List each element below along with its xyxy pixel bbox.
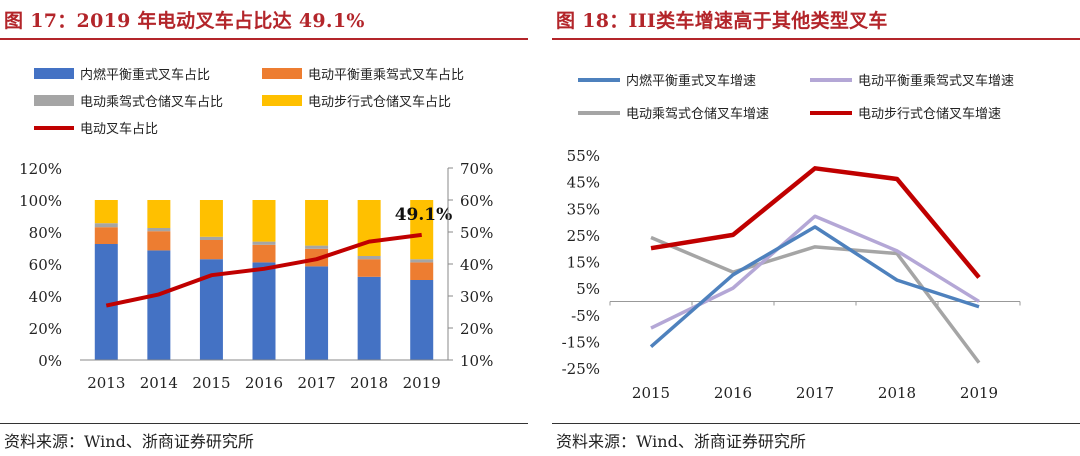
right-tick-label: 10% [460, 352, 493, 370]
legend-label: 内燃平衡重式叉车增速 [626, 73, 756, 89]
bar-segment-2014-3 [147, 200, 171, 228]
y-tick-label: 55% [567, 147, 600, 165]
legend-label: 电动步行式仓储叉车增速 [858, 106, 1001, 122]
bar-segment-2018-2 [357, 256, 381, 260]
y-tick-label: 45% [567, 174, 600, 192]
right-tick-label: 50% [460, 224, 493, 242]
bar-segment-2013-3 [94, 200, 118, 224]
bar-segment-2018-1 [357, 259, 381, 277]
right-tick-label: 20% [460, 320, 493, 338]
x-tick-label: 2013 [87, 374, 125, 392]
chart-panel-electric-share: 图 17：2019 年电动叉车占比达 49.1% 内燃平衡重式叉车占比 电动平衡重… [0, 0, 528, 456]
right-tick-label: 70% [460, 160, 493, 178]
bar-segment-2016-2 [252, 241, 276, 245]
bar-segment-2015-3 [199, 200, 223, 237]
x-tick-label: 2018 [350, 374, 388, 392]
bar-segment-2013-2 [94, 223, 118, 228]
legend-swatch-series-0 [34, 68, 74, 79]
title-rule [552, 38, 1080, 40]
legend-label: 电动乘驾式仓储叉车增速 [626, 106, 769, 122]
bar-segment-2019-0 [410, 280, 434, 360]
left-tick-label: 80% [29, 224, 62, 242]
right-tick-label: 60% [460, 192, 493, 210]
chart-panel-growth: 图 18：III类车增速高于其他类型叉车 内燃平衡重式叉车增速 电动平衡重乘驾式叉… [552, 0, 1080, 456]
right-tick-label: 40% [460, 256, 493, 274]
bar-segment-2016-1 [252, 244, 276, 263]
bar-segment-2018-0 [357, 276, 381, 360]
source-rule [0, 423, 528, 424]
legend-swatch-series-2 [34, 95, 74, 106]
chart-title: 图 18：III类车增速高于其他类型叉车 [556, 10, 888, 32]
legend-label: 电动步行式仓储叉车占比 [308, 94, 451, 110]
legend-label: 电动叉车占比 [80, 121, 158, 137]
legend-label: 电动平衡重乘驾式叉车增速 [858, 73, 1014, 89]
legend-swatch-series-1 [262, 68, 302, 79]
bar-segment-2015-0 [199, 259, 223, 360]
bar-segment-2014-0 [147, 250, 171, 360]
line-series-0 [649, 225, 980, 349]
bar-segment-2019-1 [410, 262, 434, 280]
bar-segment-2014-2 [147, 228, 171, 232]
line-series-1 [650, 214, 980, 330]
source-rule [552, 423, 1080, 424]
chart-title: 图 17：2019 年电动叉车占比达 49.1% [4, 10, 365, 32]
left-tick-label: 120% [19, 160, 62, 178]
y-tick-label: 15% [567, 254, 600, 272]
bar-segment-2017-0 [305, 266, 329, 360]
line-electric-share [105, 232, 422, 308]
left-tick-label: 0% [38, 352, 62, 370]
title-rule [0, 38, 528, 40]
y-tick-label: -25% [562, 360, 600, 378]
y-tick-label: -5% [571, 307, 600, 325]
x-tick-label: 2017 [796, 384, 834, 402]
x-tick-label: 2014 [140, 374, 178, 392]
y-tick-label: 35% [567, 200, 600, 218]
x-tick-label: 2015 [632, 384, 670, 402]
y-tick-label: -15% [562, 333, 600, 351]
bar-segment-2013-1 [94, 227, 118, 244]
x-tick-label: 2017 [297, 374, 335, 392]
bar-segment-2017-2 [305, 245, 329, 249]
x-tick-label: 2018 [878, 384, 916, 402]
left-tick-label: 100% [19, 192, 62, 210]
x-tick-label: 2016 [714, 384, 752, 402]
x-tick-label: 2019 [403, 374, 441, 392]
annotation-49-1: 49.1% [395, 205, 453, 225]
bar-segment-2019-3 [410, 200, 434, 260]
line-series-2 [650, 235, 981, 364]
left-tick-label: 60% [29, 256, 62, 274]
source-note: 资料来源：Wind、浙商证券研究所 [4, 432, 254, 451]
x-tick-label: 2016 [245, 374, 283, 392]
legend-label: 内燃平衡重式叉车占比 [80, 67, 210, 83]
legend-label: 电动乘驾式仓储叉车占比 [80, 94, 223, 110]
legend-swatch-series-3 [262, 95, 302, 106]
bar-segment-2016-0 [252, 262, 276, 360]
bar-segment-2015-2 [199, 236, 223, 240]
right-tick-label: 30% [460, 288, 493, 306]
x-tick-label: 2015 [192, 374, 230, 392]
bar-segment-2018-3 [357, 200, 381, 256]
bar-segment-2017-3 [305, 200, 329, 246]
bar-segment-2015-1 [199, 240, 223, 260]
source-note: 资料来源：Wind、浙商证券研究所 [556, 432, 806, 451]
bar-segment-2019-2 [410, 259, 434, 263]
x-tick-label: 2019 [960, 384, 998, 402]
legend-label: 电动平衡重乘驾式叉车占比 [308, 67, 464, 83]
bar-segment-2013-0 [94, 244, 118, 360]
left-tick-label: 40% [29, 288, 62, 306]
left-tick-label: 20% [29, 320, 62, 338]
y-tick-label: 5% [576, 280, 600, 298]
y-tick-label: 25% [567, 227, 600, 245]
bar-segment-2014-1 [147, 231, 171, 251]
bar-segment-2016-3 [252, 200, 276, 242]
line-series-3 [650, 166, 981, 279]
